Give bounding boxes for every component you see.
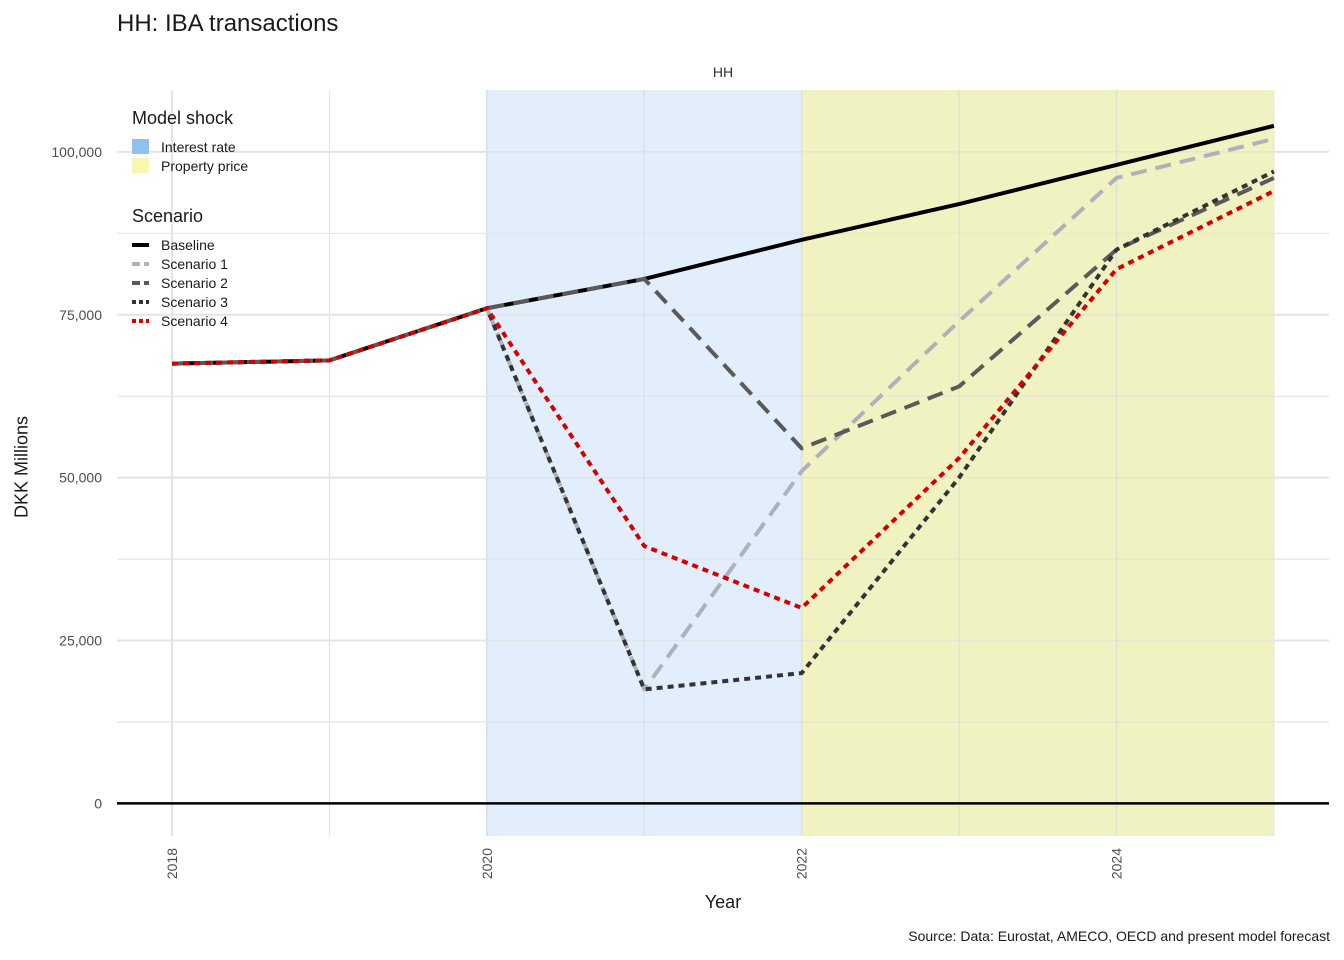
x-tick-label: 2018 [164,848,180,879]
y-tick-label: 25,000 [59,633,102,649]
legend-model-shock: Model shock Interest rate Property price [132,108,248,175]
legend-label-scenario-1: Scenario 1 [161,255,228,272]
chart-title: HH: IBA transactions [117,10,339,37]
scenario-1-line-swatch [132,262,149,266]
x-tick-label: 2024 [1109,848,1125,879]
legend-label-baseline: Baseline [161,236,215,253]
legend-item-scenario-1: Scenario 1 [132,254,228,273]
legend-label-property-price: Property price [161,157,249,174]
legend-shock-title: Model shock [132,108,234,128]
source-caption: Source: Data: Eurostat, AMECO, OECD and … [908,928,1330,944]
legend-item-property-price: Property price [132,156,248,175]
legend-item-scenario-3: Scenario 3 [132,292,228,311]
legend-label-interest-rate: Interest rate [161,138,236,155]
legend-item-baseline: Baseline [132,235,228,254]
interest-rate-swatch [132,139,149,154]
baseline-line-swatch [132,243,149,247]
legend-scenario-title: Scenario [132,206,204,226]
series-line-scenario-3 [172,169,1275,692]
series-line-scenario-4 [172,189,1275,610]
shock-band-property-price [801,90,1274,836]
scenario-4-line-swatch [132,319,149,323]
series-line-scenario-2 [172,176,1275,451]
y-tick-label: 50,000 [59,470,102,486]
legend-item-scenario-4: Scenario 4 [132,311,228,330]
y-tick-label: 75,000 [59,307,102,323]
legend-item-interest-rate: Interest rate [132,137,248,156]
scenario-3-line-swatch [132,300,149,304]
legend-label-scenario-4: Scenario 4 [161,312,228,329]
y-tick-label: 100,000 [51,144,102,160]
legend-scenario: Scenario Baseline Scenario 1 Scenario 2 … [132,206,228,330]
x-tick-label: 2020 [479,848,495,879]
x-axis-title: Year [704,892,742,912]
legend-item-scenario-2: Scenario 2 [132,273,228,292]
legend-label-scenario-2: Scenario 2 [161,274,228,291]
property-price-swatch [132,158,149,173]
panel-strip-label: HH [712,64,734,80]
x-tick-label: 2022 [794,848,810,879]
y-tick-label: 0 [94,795,102,811]
legend-label-scenario-3: Scenario 3 [161,293,228,310]
scenario-2-line-swatch [132,281,149,285]
